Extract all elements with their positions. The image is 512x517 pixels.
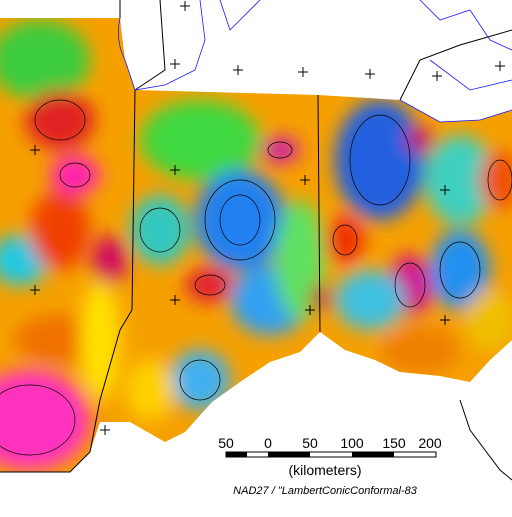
- scale-label: 50: [302, 435, 318, 451]
- scale-bar-frame: [225, 451, 437, 458]
- scale-label: 0: [264, 435, 272, 451]
- lake-shorelines: [117, 0, 512, 123]
- scale-label: 200: [418, 435, 442, 451]
- scale-unit: (kilometers): [288, 462, 361, 478]
- scale-label: 150: [382, 435, 406, 451]
- scale-bar-segments: [226, 452, 394, 457]
- scale-bar: 50 0 50 100 150 200 (kilometers): [218, 435, 442, 478]
- scale-label: 100: [340, 435, 364, 451]
- scale-label: 50: [218, 435, 234, 451]
- graticule: [30, 1, 505, 435]
- projection-note: NAD27 / "LambertConicConformal-83: [233, 485, 418, 497]
- state-boundaries: [0, 0, 512, 481]
- contour-lines: [0, 99, 512, 456]
